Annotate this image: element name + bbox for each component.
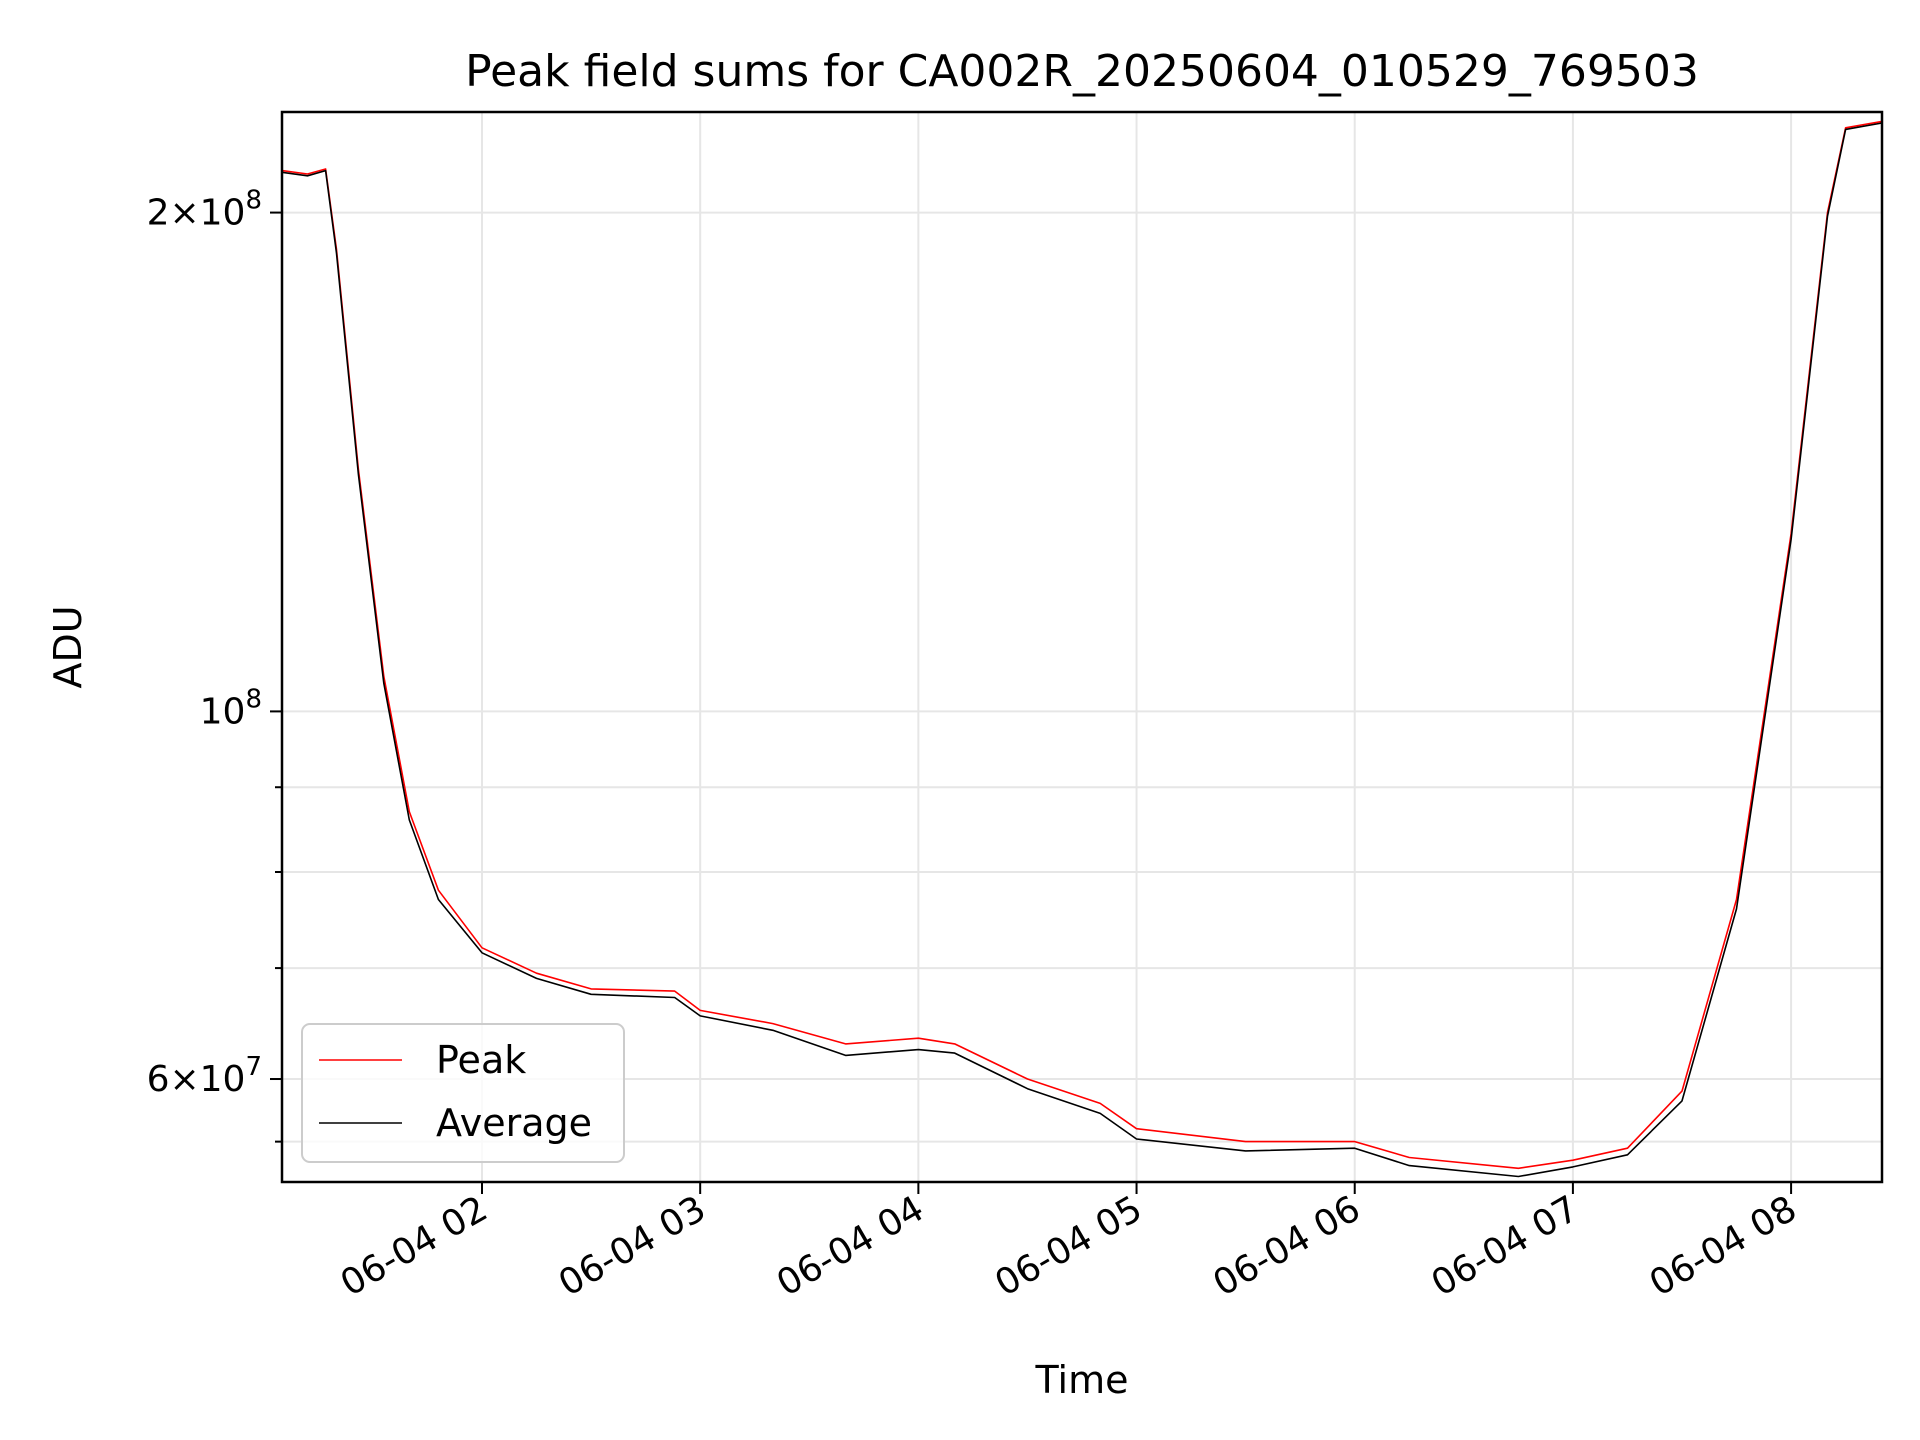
gridlines [282, 112, 1882, 1182]
y-tick-label: 2×108 [147, 186, 262, 234]
legend-label-average: Average [436, 1101, 592, 1145]
x-tick-label: 06-04 02 [334, 1188, 495, 1304]
y-tick-label: 6×107 [147, 1052, 262, 1100]
x-tick-label: 06-04 05 [988, 1188, 1149, 1304]
legend: Peak Average [301, 1023, 625, 1163]
x-axis-label: Time [1035, 1358, 1129, 1402]
y-axis-label: ADU [46, 605, 90, 688]
series-lines [281, 120, 1883, 1178]
x-tick-label: 06-04 07 [1425, 1188, 1586, 1304]
y-tick-label: 108 [200, 684, 262, 732]
legend-box [301, 1023, 625, 1163]
x-tick-label: 06-04 06 [1207, 1188, 1368, 1304]
x-tick-label: 06-04 03 [552, 1188, 713, 1304]
series-line-peak [281, 120, 1883, 1170]
legend-label-peak: Peak [436, 1038, 526, 1082]
chart-title: Peak field sums for CA002R_20250604_0105… [465, 46, 1699, 97]
plot-frame [280, 110, 1884, 1184]
x-tick-label: 06-04 08 [1643, 1188, 1804, 1304]
x-tick-label: 06-04 04 [770, 1188, 931, 1304]
series-line-average [281, 122, 1883, 1178]
